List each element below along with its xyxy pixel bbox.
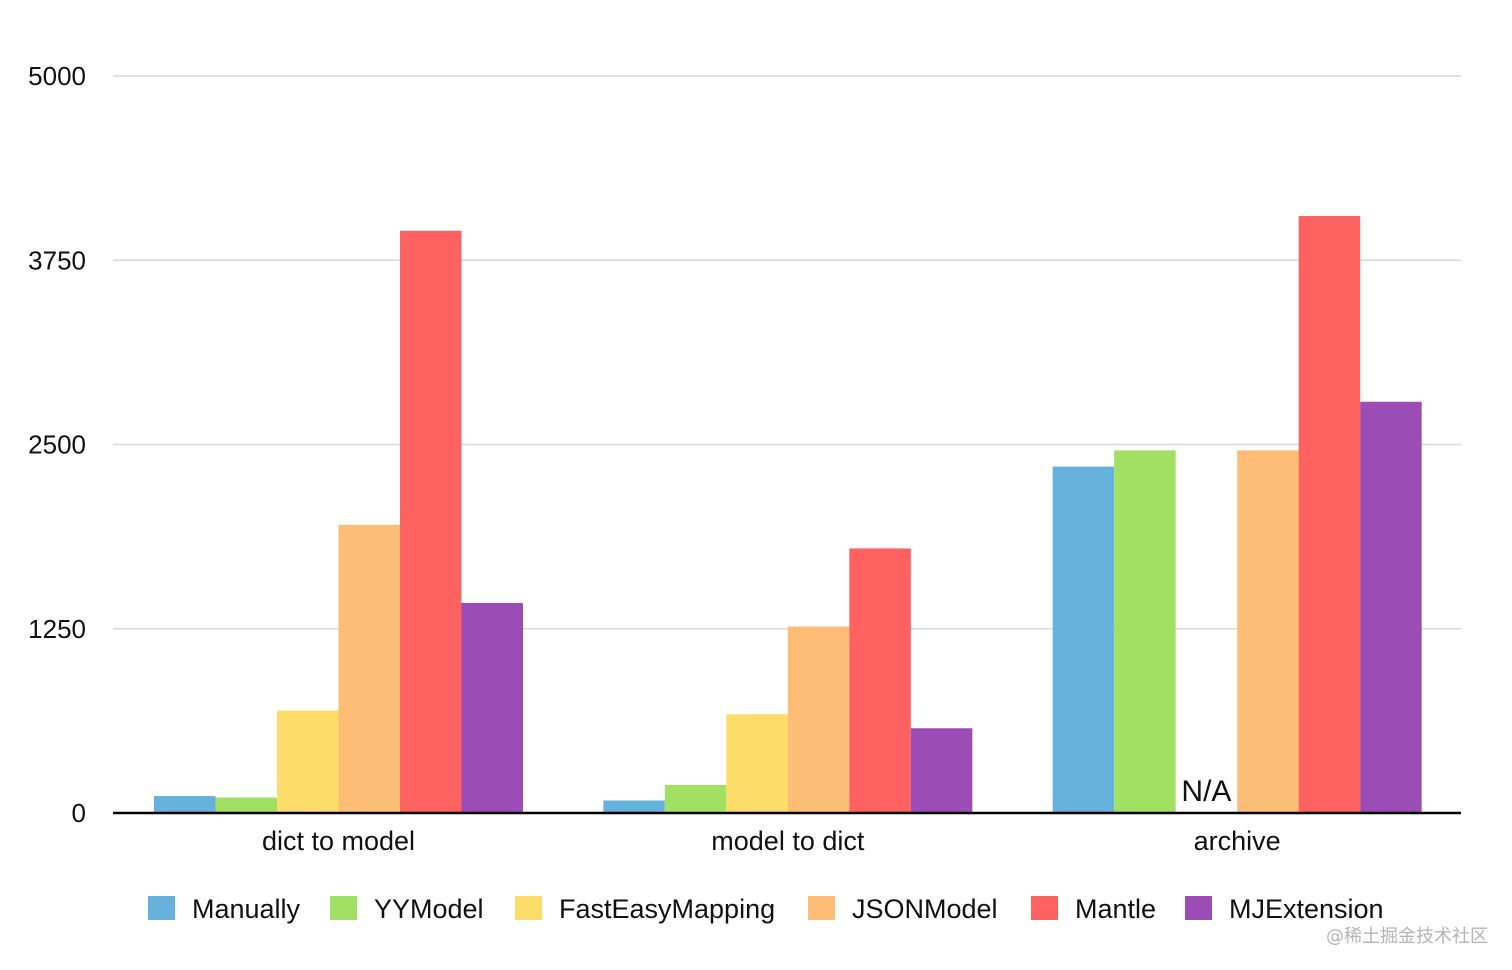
legend: Manually YYModel FastEasyMapping JSONModel M… [148,894,1384,924]
legend-label: MJExtension [1229,894,1384,924]
grid-lines [113,75,1461,630]
legend-swatch [330,896,357,920]
bar-mjextension-archive [1360,401,1422,813]
bar-manually-archive [1052,466,1115,813]
na-annotation: N/A [1181,775,1231,808]
watermark-text: @稀土掘金技术社区 [1326,926,1488,947]
legend-label: Manually [192,894,301,924]
bar-fasteasymapping-model-to-dict [726,714,788,813]
bar-mantle-dict-to-model [400,230,462,813]
legend-swatch [1031,896,1058,920]
bar-mantle-model-to-dict [849,548,911,813]
y-tick-label: 5000 [28,61,86,91]
category-label: archive [1194,826,1281,856]
bar-yymodel-model-to-dict [664,784,727,813]
bars [154,216,1422,813]
bar-mjextension-model-to-dict [910,728,973,813]
bar-jsonmodel-dict-to-model [338,524,400,813]
y-tick-label: 2500 [28,430,86,460]
legend-label: JSONModel [852,894,998,924]
bar-yymodel-archive [1114,450,1176,813]
legend-swatch [808,896,835,920]
legend-swatch [148,896,175,920]
category-label: dict to model [262,826,415,856]
y-tick-label: 0 [72,798,86,828]
bar-mantle-archive [1298,216,1361,813]
annotations: N/A [1181,775,1231,808]
bar-mjextension-dict-to-model [461,602,523,813]
bar-jsonmodel-model-to-dict [787,626,850,813]
bar-jsonmodel-archive [1237,450,1299,813]
bar-manually-dict-to-model [154,796,216,813]
category-label: model to dict [711,826,865,856]
bar-fasteasymapping-dict-to-model [277,710,339,813]
legend-label: Mantle [1075,894,1156,924]
legend-swatch [515,896,542,920]
y-tick-label: 1250 [28,614,86,644]
y-tick-label: 3750 [28,245,86,275]
legend-label: FastEasyMapping [559,894,775,924]
bar-manually-model-to-dict [603,800,665,813]
category-labels: dict to model model to dict archive [262,826,1281,856]
legend-label: YYModel [374,894,484,924]
legend-swatch [1185,896,1212,920]
y-axis-ticks: 0 1250 2500 3750 5000 [28,61,86,828]
bar-yymodel-dict-to-model [215,797,277,813]
